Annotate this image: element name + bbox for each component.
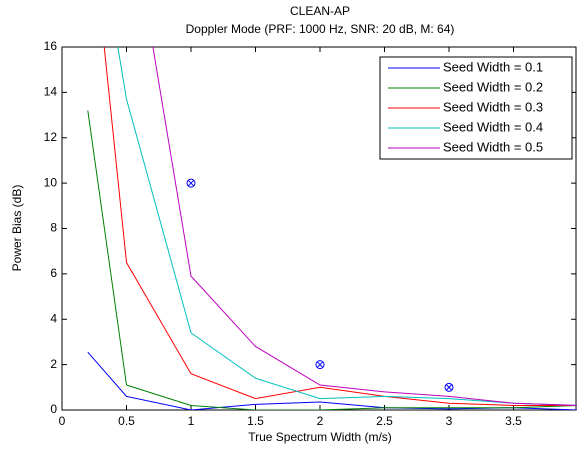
legend-label: Seed Width = 0.1 bbox=[443, 59, 543, 74]
x-tick-label: 2.5 bbox=[376, 414, 393, 428]
series-line bbox=[87, 110, 577, 410]
marker bbox=[186, 178, 196, 188]
marker-circle bbox=[444, 382, 454, 392]
x-tick-label: 3.5 bbox=[505, 414, 522, 428]
y-tick-label: 0 bbox=[50, 402, 57, 416]
y-tick-label: 12 bbox=[44, 130, 58, 144]
x-tick-label: 1.5 bbox=[247, 414, 264, 428]
legend-label: Seed Width = 0.3 bbox=[443, 99, 543, 114]
chart-subtitle: Doppler Mode (PRF: 1000 Hz, SNR: 20 dB, … bbox=[186, 22, 455, 36]
y-tick-label: 8 bbox=[50, 221, 57, 235]
x-tick-label: 2 bbox=[317, 414, 324, 428]
marker-circle bbox=[186, 178, 196, 188]
x-tick-label: 0 bbox=[59, 414, 66, 428]
marker bbox=[315, 360, 325, 370]
x-tick-label: 0.5 bbox=[118, 414, 135, 428]
legend-label: Seed Width = 0.4 bbox=[443, 119, 543, 134]
y-tick-label: 14 bbox=[44, 85, 58, 99]
x-tick-label: 3 bbox=[446, 414, 453, 428]
legend-label: Seed Width = 0.2 bbox=[443, 79, 543, 94]
y-tick-label: 2 bbox=[50, 357, 57, 371]
legend-label: Seed Width = 0.5 bbox=[443, 139, 543, 154]
x-tick-label: 1 bbox=[188, 414, 195, 428]
series-line bbox=[152, 47, 577, 406]
series-line bbox=[117, 47, 577, 406]
marker bbox=[444, 382, 454, 392]
y-tick-label: 4 bbox=[50, 311, 57, 325]
y-tick-label: 10 bbox=[44, 175, 58, 189]
marker-cross bbox=[316, 361, 324, 368]
x-axis-label: True Spectrum Width (m/s) bbox=[248, 430, 392, 444]
marker-cross bbox=[445, 384, 453, 391]
series-line bbox=[103, 47, 577, 406]
chart-title: CLEAN-AP bbox=[290, 4, 350, 18]
y-tick-label: 16 bbox=[44, 39, 58, 53]
plot-layer bbox=[87, 47, 577, 410]
y-tick-label: 6 bbox=[50, 266, 57, 280]
marker-cross bbox=[187, 179, 195, 187]
marker-circle bbox=[315, 360, 325, 370]
y-axis-label: Power Bias (dB) bbox=[10, 185, 24, 272]
